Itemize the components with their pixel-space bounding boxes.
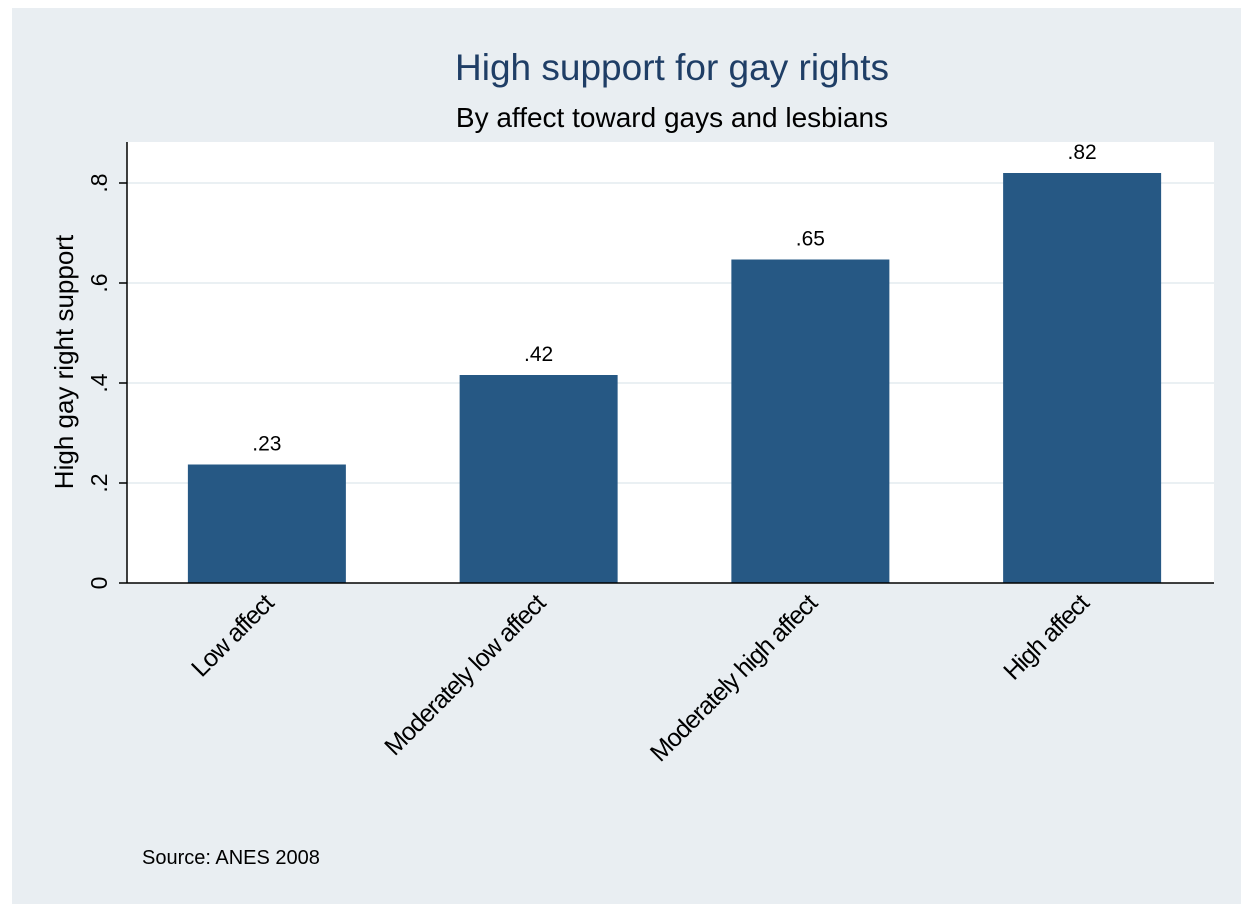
source-note: Source: ANES 2008 — [142, 847, 320, 869]
y-tick-label: 0 — [86, 577, 112, 590]
y-tick-label: .2 — [86, 473, 112, 492]
y-tick-label: .8 — [86, 173, 112, 192]
chart-subtitle: By affect toward gays and lesbians — [456, 102, 888, 133]
bar — [1003, 173, 1162, 583]
y-tick-label: .4 — [86, 373, 112, 392]
x-category-label: Moderately low affect — [379, 589, 551, 761]
data-label: .82 — [1068, 141, 1097, 164]
x-category-label: Moderately high affect — [645, 589, 824, 768]
bar — [731, 259, 890, 583]
bar — [459, 375, 618, 583]
x-category-label: High affect — [998, 589, 1095, 686]
bar — [187, 464, 346, 583]
data-label: .65 — [796, 228, 825, 251]
y-tick-label: .6 — [86, 273, 112, 292]
x-category-label: Low affect — [186, 589, 280, 683]
chart-title: High support for gay rights — [455, 47, 889, 88]
data-label: .42 — [524, 343, 553, 366]
y-axis-ticks: 0 .2 .4 .6 .8 — [86, 173, 127, 589]
data-labels: .23 .42 .65 .82 — [252, 141, 1096, 456]
data-label: .23 — [252, 433, 281, 456]
y-axis-title: High gay right support — [49, 234, 79, 489]
bars — [187, 173, 1162, 583]
x-axis-category-labels: Low affect Moderately low affect Moderatel… — [186, 589, 1095, 768]
